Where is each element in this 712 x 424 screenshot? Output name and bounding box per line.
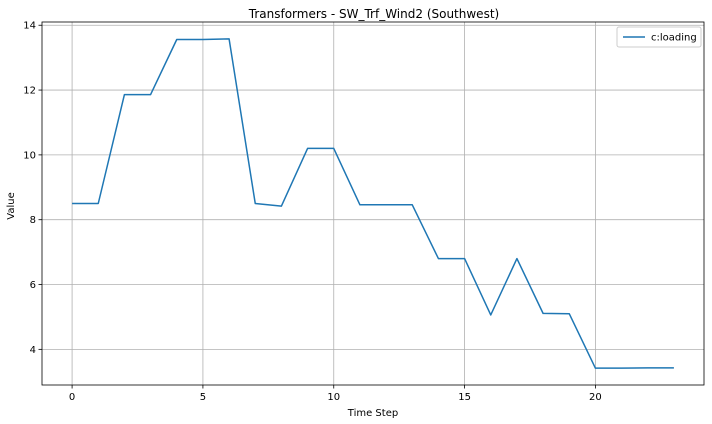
y-axis-title: Value	[6, 192, 17, 219]
y-tick-label: 12	[23, 86, 36, 97]
y-tick-label: 14	[23, 21, 36, 32]
x-axis-title: Time Step	[347, 408, 398, 419]
x-tick-label: 20	[589, 392, 602, 403]
series-line	[72, 38, 674, 369]
legend-box	[616, 26, 702, 48]
plot-area-frame	[41, 21, 705, 386]
chart-title: Transformers - SW_Trf_Wind2 (Southwest)	[248, 7, 499, 21]
grid-lines	[42, 22, 704, 385]
y-tick-label: 10	[23, 150, 36, 161]
x-tick-label: 10	[327, 392, 340, 403]
legend-label: c:loading	[651, 33, 697, 44]
y-axis: 4 6 8 10 12 14	[23, 21, 42, 356]
legend: c:loading	[616, 26, 702, 48]
x-axis: 0 5 10 15 20	[69, 385, 602, 403]
y-tick-label: 4	[30, 345, 36, 356]
y-tick-label: 6	[30, 280, 36, 291]
x-tick-label: 0	[69, 392, 75, 403]
series-layer	[72, 38, 674, 369]
y-tick-label: 8	[30, 215, 36, 226]
x-tick-label: 15	[458, 392, 471, 403]
x-tick-label: 5	[200, 392, 206, 403]
